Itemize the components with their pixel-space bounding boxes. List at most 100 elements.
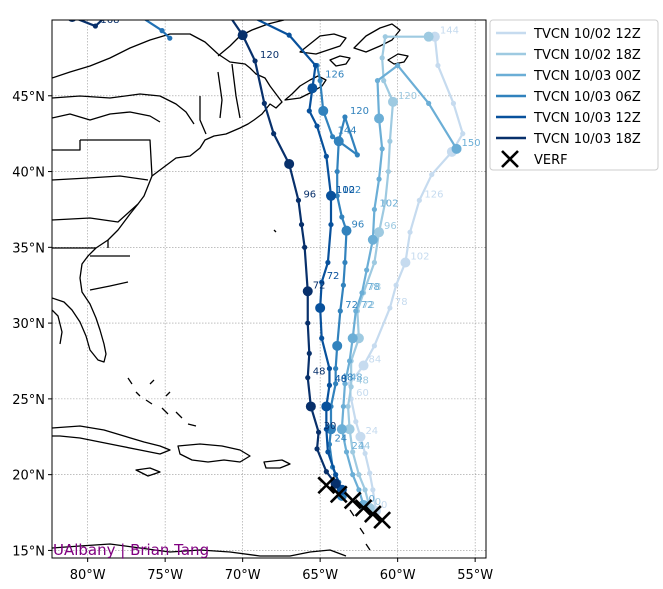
track-point [326, 424, 336, 435]
track-point [284, 158, 295, 169]
track-point [323, 469, 329, 475]
verf-marker [354, 499, 373, 517]
track-point [325, 259, 331, 266]
track-point [319, 335, 325, 341]
track-point [305, 375, 311, 381]
track-point [379, 146, 385, 152]
track-point [371, 343, 377, 349]
track-hour-label: 120 [398, 91, 417, 102]
track-hour-label: 72 [345, 300, 358, 311]
y-tick-label: 40°N [12, 166, 45, 181]
track-point [387, 305, 393, 311]
track-point [286, 32, 292, 38]
verf-marker [373, 511, 392, 530]
x-tick-label: 65°W [302, 568, 338, 583]
track-hour-label: 168 [100, 15, 119, 26]
track-hour-label: 126 [424, 189, 443, 200]
legend-label: TVCN 10/03 00Z [533, 69, 641, 84]
track-point [355, 431, 366, 442]
track-point [350, 472, 356, 478]
track-point [387, 138, 393, 144]
track-point [305, 320, 311, 326]
track-point [329, 134, 336, 140]
track-point [382, 34, 388, 40]
track-point [385, 168, 391, 175]
track-hour-label: 48 [341, 373, 354, 384]
track-point [318, 105, 329, 116]
track-point [393, 282, 399, 288]
track-point [319, 279, 325, 285]
track-hour-label: 144 [338, 126, 357, 137]
track-hour-label: 48 [356, 376, 369, 387]
track-hour-label: 0 [381, 500, 387, 511]
track-point [342, 381, 348, 387]
track-point [302, 244, 308, 250]
track-point [307, 83, 318, 94]
track-hour-label: 72 [327, 271, 340, 282]
track-point [252, 58, 258, 64]
x-tick-label: 60°W [380, 568, 416, 583]
track-hour-label: 144 [440, 26, 459, 37]
x-tick-label: 80°W [70, 568, 106, 583]
track-series: 0 24 48 72 78 102 150 [336, 62, 481, 510]
track-point [330, 478, 341, 489]
legend-box [489, 19, 659, 171]
track-point [323, 153, 329, 159]
track-point [305, 401, 316, 412]
track-point [367, 470, 373, 476]
track-point [350, 449, 356, 455]
track-hour-label: 0 [375, 497, 381, 508]
track-hour-label: 0 [369, 494, 375, 505]
track-point [353, 419, 359, 425]
track-point [354, 152, 360, 158]
track-hour-label: 60 [356, 388, 369, 399]
track-point [416, 197, 422, 203]
legend-label: TVCN 10/03 12Z [533, 111, 641, 126]
y-tick-label: 45°N [12, 90, 45, 105]
track-point [370, 487, 376, 493]
legend-label: TVCN 10/03 18Z [533, 132, 641, 147]
track-point [400, 257, 411, 268]
plot-area [52, 20, 486, 558]
track-point [326, 190, 336, 201]
track-hour-label: 84 [369, 355, 382, 366]
track-hour-label: 120 [260, 50, 279, 61]
track-hour-label: 72 [313, 280, 326, 291]
track-point [374, 78, 381, 84]
track-hour-label: 78 [395, 297, 408, 308]
track-point [371, 206, 377, 213]
verf-marker [363, 505, 382, 523]
track-point [159, 28, 165, 34]
track-point [129, 7, 139, 17]
x-tick-label: 70°W [225, 568, 261, 583]
track-hour-label: 96 [384, 221, 397, 232]
track-hour-label: 120 [350, 106, 369, 117]
track-point [295, 197, 302, 203]
track-point [333, 472, 339, 478]
track-point [460, 131, 466, 137]
track-point [376, 176, 382, 182]
track-point [347, 333, 358, 344]
track-point [326, 365, 333, 372]
track-point [92, 23, 98, 29]
track-point [426, 100, 432, 106]
track-point [348, 384, 354, 390]
track-point [358, 360, 369, 371]
track-point [451, 143, 462, 154]
credit-text: UAlbany | Brian Tang [53, 541, 209, 559]
track-point [116, 2, 121, 7]
track-point [379, 55, 385, 61]
y-tick-label: 25°N [12, 393, 45, 408]
track-point [356, 487, 362, 493]
track-point [374, 227, 385, 238]
track-point [167, 35, 173, 41]
legend-label: VERF [534, 153, 568, 168]
track-point [344, 424, 355, 435]
track-point [362, 487, 368, 493]
track-point [325, 449, 331, 455]
track-point [333, 381, 339, 387]
track-point [321, 401, 332, 412]
track-hour-label: 72 [362, 300, 375, 311]
track-point [364, 267, 370, 273]
track-series [129, 7, 173, 41]
